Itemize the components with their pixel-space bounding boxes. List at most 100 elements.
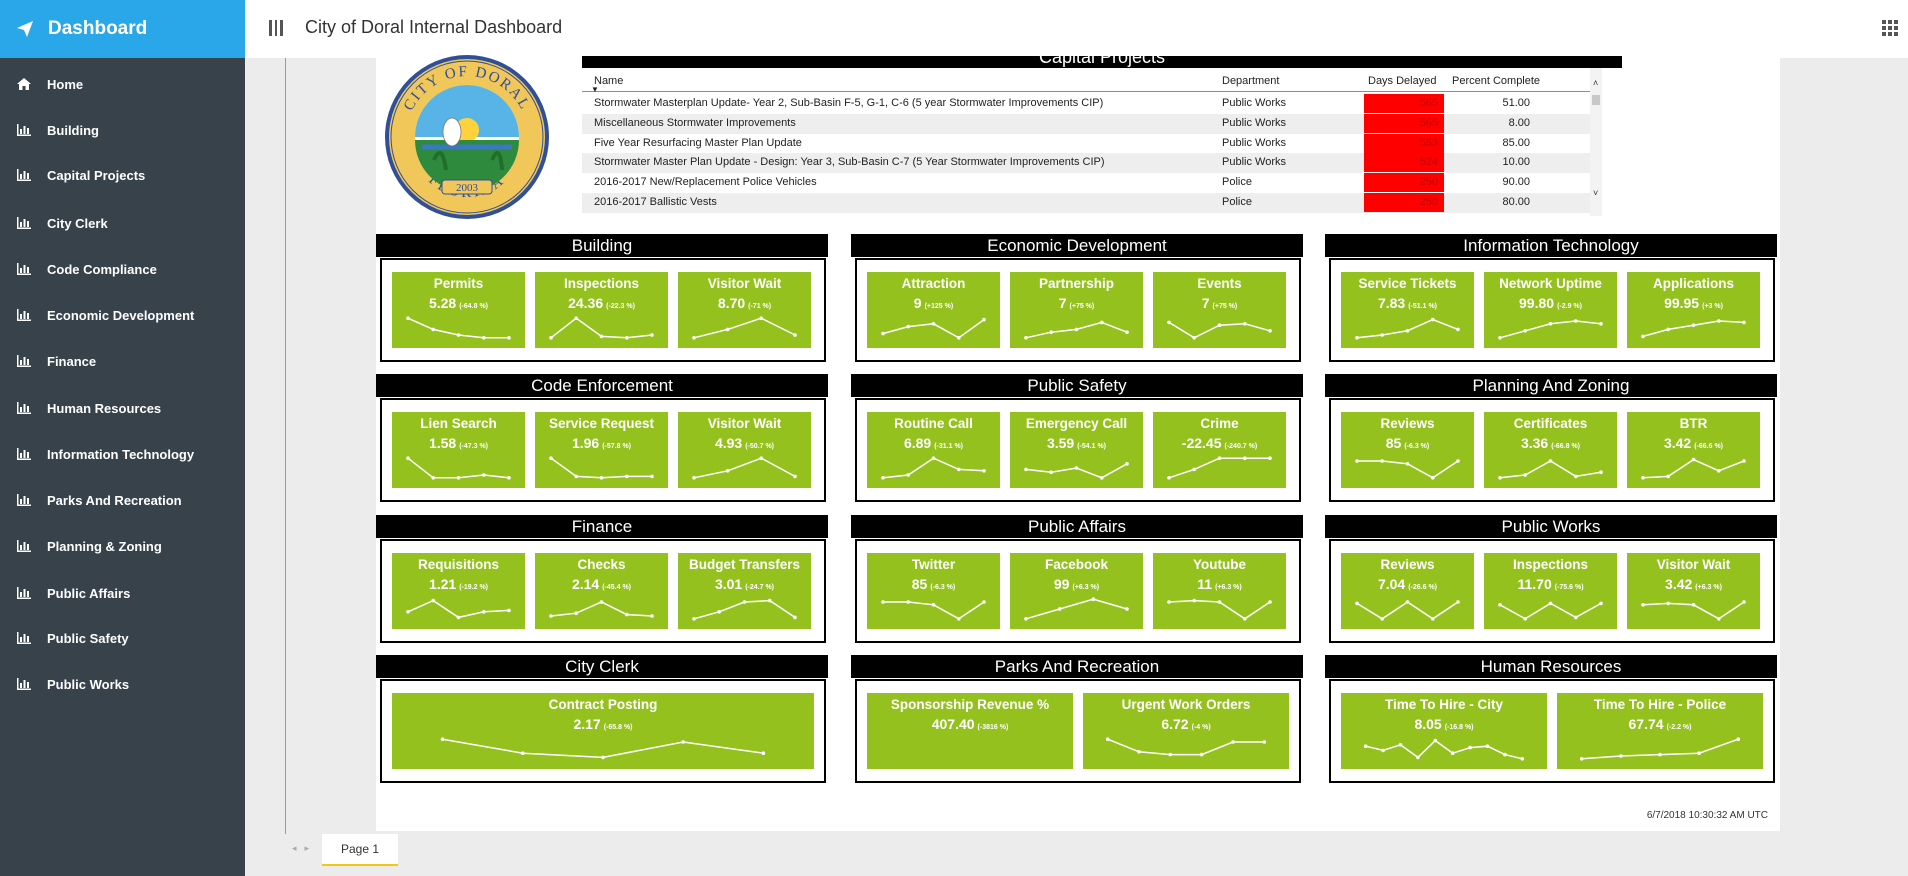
kpi-tile[interactable]: Service Tickets 7.83 (-51.1 %) (1341, 272, 1474, 348)
kpi-tile[interactable]: Crime -22.45 (-240.7 %) (1153, 412, 1286, 488)
section-title: Public Works (1325, 515, 1777, 538)
sparkline-point (742, 600, 747, 604)
kpi-tile[interactable]: Facebook 99 (+6.3 %) (1010, 553, 1143, 629)
apps-grid-icon[interactable] (1882, 20, 1898, 36)
table-row[interactable]: 2016-2017 New/Replacement Police Vehicle… (582, 173, 1592, 193)
column-header-name[interactable]: Name (594, 75, 624, 87)
sparkline (1105, 737, 1267, 757)
kpi-tile[interactable]: Visitor Wait 8.70 (-71 %) (678, 272, 811, 348)
sidebar-item-information-technology[interactable]: Information Technology (0, 436, 245, 472)
sparkline-point (1091, 597, 1096, 601)
kpi-name: Time To Hire - Police (1593, 697, 1727, 712)
kpi-value: 3.01 (714, 576, 743, 592)
sidebar-item-human-resources[interactable]: Human Resources (0, 390, 245, 426)
project-name: Stormwater Masterplan Update- Year 2, Su… (594, 97, 1104, 109)
sparkline-point (1691, 603, 1696, 607)
sidebar-item-capital-projects[interactable]: Capital Projects (0, 157, 245, 193)
sparkline (406, 316, 511, 340)
sparkline-point (574, 474, 578, 479)
sidebar-item-city-clerk[interactable]: City Clerk (0, 205, 245, 241)
kpi-tile[interactable]: Events 7 (+75 %) (1153, 272, 1286, 348)
kpi-tile[interactable]: Urgent Work Orders 6.72 (-4 %) (1083, 693, 1289, 769)
kpi-tile[interactable]: Applications 99.95 (+3 %) (1627, 272, 1760, 348)
sparkline-point (1717, 469, 1721, 473)
sidebar-item-public-affairs[interactable]: Public Affairs (0, 575, 245, 611)
kpi-tile[interactable]: Reviews 85 (-6.3 %) (1341, 412, 1474, 488)
column-header-days-delayed[interactable]: Days Delayed (1368, 75, 1437, 87)
sidebar-item-public-works[interactable]: Public Works (0, 666, 245, 702)
section-panel (380, 398, 826, 502)
kpi-tile[interactable]: BTR 3.42 (-66.6 %) (1627, 412, 1760, 488)
section-title: Parks And Recreation (851, 655, 1303, 678)
sparkline (1167, 598, 1272, 621)
sidebar-item-public-safety[interactable]: Public Safety (0, 620, 245, 656)
tab-page-1[interactable]: Page 1 (322, 834, 398, 866)
scroll-up-icon[interactable]: ˄ (1593, 78, 1599, 88)
sidebar-item-finance[interactable]: Finance (0, 343, 245, 379)
kpi-tile[interactable]: Contract Posting 2.17 (-65.8 %) (392, 693, 814, 769)
scroll-down-icon[interactable]: ˅ (1593, 188, 1599, 198)
sparkline (1355, 600, 1460, 621)
kpi-tile[interactable]: Checks 2.14 (-45.4 %) (535, 553, 668, 629)
sidebar-item-parks-and-recreation[interactable]: Parks And Recreation (0, 482, 245, 518)
kpi-tile[interactable]: Budget Transfers 3.01 (-24.7 %) (678, 553, 811, 629)
sidebar-item-economic-development[interactable]: Economic Development (0, 297, 245, 333)
sparkline-point (507, 336, 511, 340)
table-row[interactable]: Miscellaneous Stormwater Improvements Pub… (582, 113, 1592, 134)
kpi-value: 2.17 (573, 716, 601, 732)
kpi-name: Network Uptime (1499, 276, 1602, 291)
scroll-thumb[interactable] (1592, 95, 1600, 105)
sidebar-item-label: Finance (47, 353, 97, 369)
menu-toggle-icon[interactable] (269, 20, 284, 37)
table-row[interactable]: 2016-2017 Ballistic Vests Police 250 80.00 (582, 193, 1592, 213)
kpi-tile[interactable]: Youtube 11 (+6.3 %) (1153, 553, 1286, 629)
kpi-value: 6.72 (1161, 716, 1189, 732)
sidebar-item-label: Information Technology (47, 446, 195, 462)
kpi-tile[interactable]: Attraction 9 (+125 %) (867, 272, 1000, 348)
table-scrollbar[interactable]: ˄ ˅ (1590, 68, 1602, 216)
sparkline-point (725, 327, 730, 332)
kpi-tile[interactable]: Service Request 1.96 (-57.8 %) (535, 412, 668, 488)
kpi-tile[interactable]: Reviews 7.04 (-26.6 %) (1341, 553, 1474, 629)
top-bar: City of Doral Internal Dashboard (245, 0, 1908, 58)
sidebar-item-label: Public Works (47, 676, 130, 692)
kpi-tile[interactable]: Inspections 24.36 (-22.3 %) (535, 272, 668, 348)
kpi-name: Urgent Work Orders (1121, 697, 1251, 712)
kpi-tile[interactable]: Visitor Wait 3.42 (+6.3 %) (1627, 553, 1760, 629)
sidebar-item-home[interactable]: Home (0, 66, 245, 102)
sparkline (549, 600, 654, 618)
kpi-tile[interactable]: Sponsorship Revenue % 407.40 (-3816 %) (867, 693, 1073, 769)
sidebar-item-code-compliance[interactable]: Code Compliance (0, 251, 245, 287)
table-row[interactable]: Stormwater Master Plan Update - Design: … (582, 153, 1592, 174)
table-row[interactable]: Stormwater Masterplan Update- Year 2, Su… (582, 94, 1592, 114)
sidebar-item-building[interactable]: Building (0, 112, 245, 148)
kpi-tile[interactable]: Network Uptime 99.80 (-2.9 %) (1484, 272, 1617, 348)
column-header-percent-complete[interactable]: Percent Complete (1452, 75, 1541, 87)
kpi-name: Youtube (1193, 557, 1246, 572)
sparkline-point (406, 316, 410, 320)
kpi-tile[interactable]: Certificates 3.36 (-66.8 %) (1484, 412, 1617, 488)
table-row[interactable]: Five Year Resurfacing Master Plan Update… (582, 133, 1592, 154)
kpi-tile[interactable]: Emergency Call 3.59 (-54.1 %) (1010, 412, 1143, 488)
sparkline-path (693, 317, 796, 339)
sparkline-point (957, 467, 961, 472)
bar-chart-icon (17, 309, 31, 321)
tab-nav-arrows[interactable]: ◂▸ (292, 843, 318, 853)
sidebar-item-planning-zoning[interactable]: Planning & Zoning (0, 528, 245, 564)
kpi-tile[interactable]: Routine Call 6.89 (-31.1 %) (867, 412, 1000, 488)
kpi-tile[interactable]: Twitter 85 (-6.3 %) (867, 553, 1000, 629)
kpi-tile[interactable]: Inspections 11.70 (-75.6 %) (1484, 553, 1617, 629)
kpi-value: -22.45 (1181, 435, 1222, 451)
kpi-tile[interactable]: Time To Hire - City 8.05 (-16.8 %) (1341, 693, 1547, 769)
brand-header[interactable]: Dashboard (0, 0, 245, 58)
kpi-tile[interactable]: Partnership 7 (+75 %) (1010, 272, 1143, 348)
kpi-tile[interactable]: Time To Hire - Police 67.74 (-2.2 %) (1557, 693, 1763, 769)
kpi-tile[interactable]: Permits 5.28 (-64.8 %) (392, 272, 525, 348)
kpi-tile[interactable]: Lien Search 1.58 (-47.3 %) (392, 412, 525, 488)
kpi-name: Permits (433, 276, 484, 291)
section-title: Human Resources (1325, 655, 1777, 678)
kpi-tile[interactable]: Visitor Wait 4.93 (-50.7 %) (678, 412, 811, 488)
column-header-department[interactable]: Department (1222, 75, 1280, 87)
sparkline-point (1468, 745, 1472, 750)
kpi-tile[interactable]: Requisitions 1.21 (-19.2 %) (392, 553, 525, 629)
